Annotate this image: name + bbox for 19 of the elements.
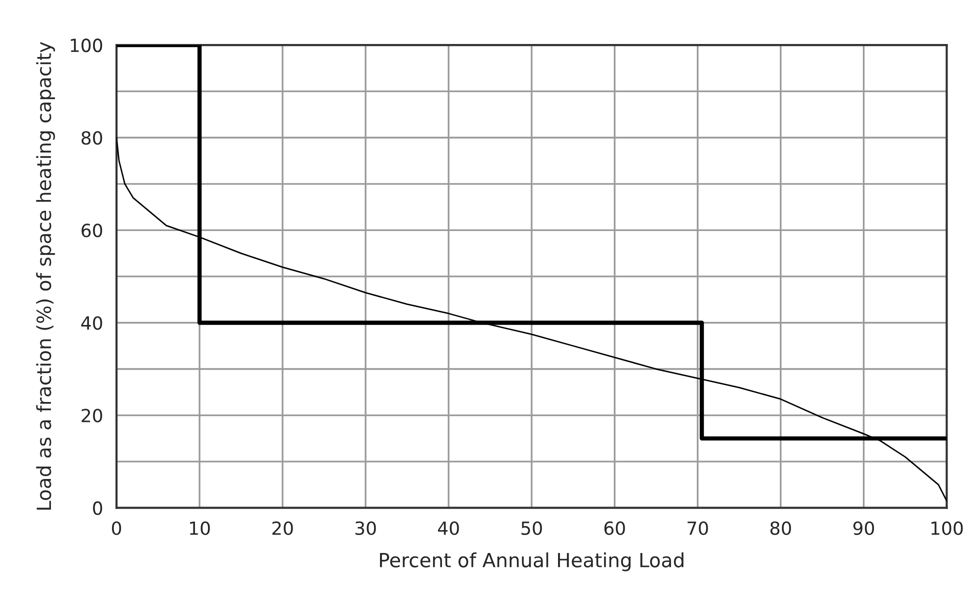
y-tick-label: 40 xyxy=(81,316,102,330)
x-tick-label: 90 xyxy=(853,521,874,536)
y-tick-label: 20 xyxy=(82,408,102,422)
x-axis-title: Percent of Annual Heating Load xyxy=(380,552,684,572)
x-tick-label: 20 xyxy=(272,521,293,536)
x-tick-label: 0 xyxy=(112,521,122,536)
y-tick-label: 80 xyxy=(82,131,102,145)
x-tick-label: 40 xyxy=(438,521,459,536)
x-tick-label: 100 xyxy=(931,521,963,536)
x-tick-label: 60 xyxy=(604,521,625,536)
y-tick-label: 0 xyxy=(93,501,102,515)
x-tick-label: 10 xyxy=(190,521,210,536)
y-tick-label: 60 xyxy=(82,224,102,238)
x-tick-label: 80 xyxy=(770,521,791,536)
x-tick-label: 70 xyxy=(688,521,708,536)
y-tick-label: 100 xyxy=(70,38,102,52)
x-tick-label: 30 xyxy=(355,521,376,536)
x-tick-label: 50 xyxy=(522,521,542,536)
y-axis-title: Load as a fraction (%) of space heating capacity xyxy=(36,42,55,510)
